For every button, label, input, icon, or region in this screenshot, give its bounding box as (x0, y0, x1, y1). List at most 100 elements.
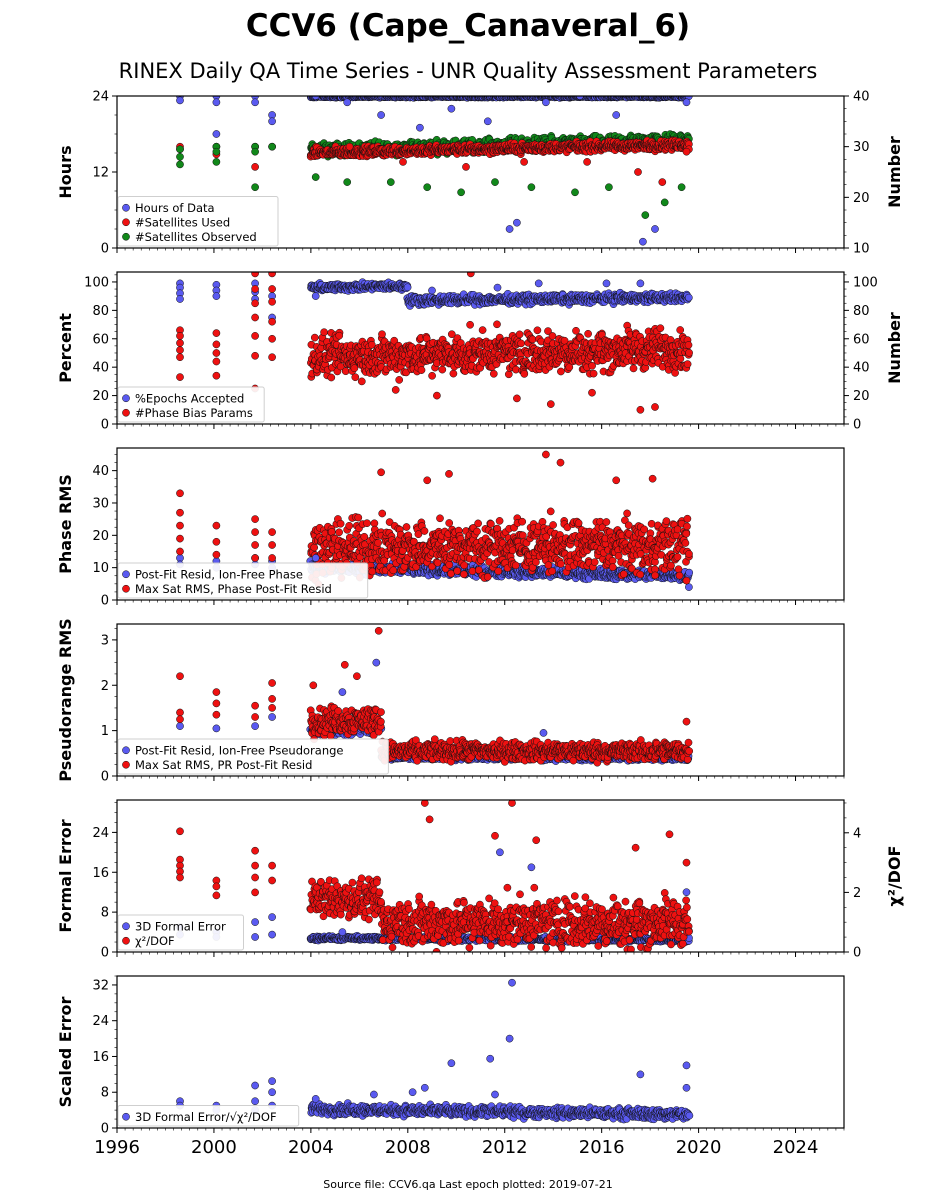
data-points-1 (176, 96, 693, 246)
point-1-1-16 (505, 225, 514, 233)
point-1-2-10 (462, 163, 470, 171)
figure-subtitle: RINEX Daily QA Time Series - UNR Quality… (119, 59, 818, 83)
point-2-2-13 (251, 285, 259, 293)
point-red-2 (588, 361, 596, 370)
y2-tick-label: 40 (853, 90, 870, 105)
point-2-2-22 (268, 317, 276, 326)
point-2-2-21 (268, 297, 276, 306)
y2-tick-label: 0 (853, 418, 861, 433)
point-1-2-8 (345, 142, 354, 151)
point-1-1-23 (682, 98, 691, 107)
point-red-2 (685, 348, 693, 357)
point-1-2-14 (658, 178, 667, 186)
point-red-2 (466, 320, 474, 329)
point-red-2 (428, 371, 436, 380)
point-2-2-10 (212, 357, 221, 366)
point-red-2 (504, 370, 513, 379)
y-axis-label: Hours (56, 145, 75, 198)
point-1-1-5 (212, 130, 221, 138)
point-red-2 (533, 326, 542, 335)
point-1-2-13 (634, 168, 642, 176)
point-1-3-18 (571, 188, 579, 197)
point-red-2 (548, 332, 557, 340)
point-2-1-17 (602, 279, 611, 288)
point-1-3-15 (457, 188, 465, 197)
legend-marker (122, 218, 130, 227)
legend-box (117, 196, 279, 247)
legend-label: Hours of Data (135, 201, 215, 215)
data-points-3 (176, 450, 694, 591)
y-tick-label: 40 (92, 361, 109, 376)
point-red-2 (438, 365, 447, 374)
point-red-2 (327, 373, 336, 382)
point-red-2 (417, 366, 426, 374)
point-1-1-13 (416, 123, 424, 132)
point-2-2-25 (357, 377, 366, 386)
point-1-3-13 (386, 178, 395, 186)
point-1-3-16 (491, 178, 499, 186)
point-1-3-14 (423, 183, 432, 192)
x-ticks-1 (116, 248, 845, 253)
point-2-1-4 (176, 295, 184, 303)
point-1-1-18 (542, 98, 550, 107)
point-red-2 (390, 336, 399, 345)
figure-title: CCV6 (Cape_Canaveral_6) (246, 8, 690, 44)
point-red-2 (350, 364, 359, 373)
point-1-3-11 (311, 173, 320, 181)
point-2-2-12 (251, 272, 259, 278)
point-red-2 (676, 354, 685, 363)
y-tick-label: 12 (92, 166, 109, 181)
point-1-3-1 (176, 145, 184, 154)
legend-label: #Satellites Used (135, 215, 230, 229)
point-red-2 (478, 326, 487, 334)
point-2-2-28 (466, 272, 475, 278)
point-2-2-31 (588, 388, 596, 397)
point-red-2 (341, 367, 350, 376)
point-red-2 (449, 369, 458, 378)
legend-box (117, 386, 265, 423)
point-2-2-29 (513, 394, 521, 403)
point-2-2-33 (651, 403, 659, 411)
y-tick-label: 0 (101, 418, 109, 433)
point-red-2 (489, 369, 498, 378)
point-2-1-7 (212, 292, 221, 300)
point-blue-2 (684, 293, 693, 302)
point-2-2-14 (251, 299, 259, 308)
point-1-3-3 (176, 160, 184, 169)
point-2-2-3 (176, 339, 184, 347)
point-2-1-15 (493, 283, 502, 292)
point-red-2 (629, 364, 638, 373)
point-2-2-4 (176, 346, 184, 354)
legend-marker (122, 394, 130, 403)
y-tick-label: 0 (101, 242, 109, 257)
legend-marker (122, 408, 130, 417)
y2-axis-label: Number (885, 312, 904, 384)
point-2-2-27 (433, 391, 441, 400)
point-1-1-14 (447, 104, 456, 113)
point-2-1-13 (311, 292, 320, 300)
point-1-1-4 (212, 98, 221, 107)
point-1-3-6 (212, 158, 221, 166)
point-red-2 (335, 331, 344, 340)
point-2-2-30 (546, 400, 555, 408)
point-red-2 (676, 326, 685, 334)
point-1-1-7 (251, 98, 259, 107)
point-2-2-6 (176, 373, 184, 381)
point-1-2-11 (520, 158, 528, 166)
point-2-2-24 (268, 353, 276, 362)
legend-marker (122, 232, 130, 241)
point-2-2-2 (176, 332, 184, 340)
legend-marker (122, 203, 130, 212)
point-1-1-9 (268, 117, 276, 126)
point-1-3-9 (251, 183, 259, 192)
point-1-3-22 (677, 183, 686, 192)
point-1-3-21 (660, 198, 669, 207)
y2-tick-label: 20 (853, 191, 870, 206)
point-2-2-17 (251, 351, 259, 360)
point-1-3-19 (605, 183, 613, 192)
point-red-2 (493, 320, 501, 329)
point-red-2 (572, 326, 580, 335)
